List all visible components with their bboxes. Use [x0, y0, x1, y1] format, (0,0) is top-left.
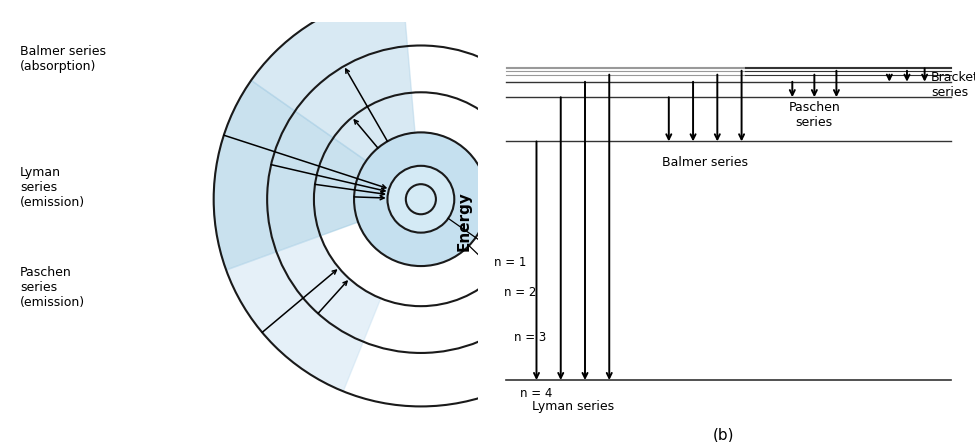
Text: Energy: Energy: [457, 191, 472, 251]
Text: Lyman
series
(emission): Lyman series (emission): [20, 166, 85, 209]
Text: (b): (b): [713, 428, 735, 442]
Text: Balmer series
(absorption): Balmer series (absorption): [20, 46, 106, 73]
Wedge shape: [226, 236, 381, 391]
Text: Brackett
series: Brackett series: [931, 71, 975, 99]
Circle shape: [387, 166, 454, 232]
Wedge shape: [252, 0, 415, 161]
Wedge shape: [354, 133, 488, 266]
Text: Paschen
series
(emission): Paschen series (emission): [20, 266, 85, 309]
Text: n = 2: n = 2: [504, 286, 536, 299]
Text: Lyman series: Lyman series: [531, 400, 614, 412]
Text: n = 1: n = 1: [494, 256, 526, 269]
Text: Balmer series: Balmer series: [662, 156, 748, 168]
Wedge shape: [214, 80, 421, 270]
Text: n = 3: n = 3: [514, 331, 546, 344]
Text: n = 4: n = 4: [520, 387, 552, 400]
Text: Paschen
series: Paschen series: [789, 101, 840, 129]
